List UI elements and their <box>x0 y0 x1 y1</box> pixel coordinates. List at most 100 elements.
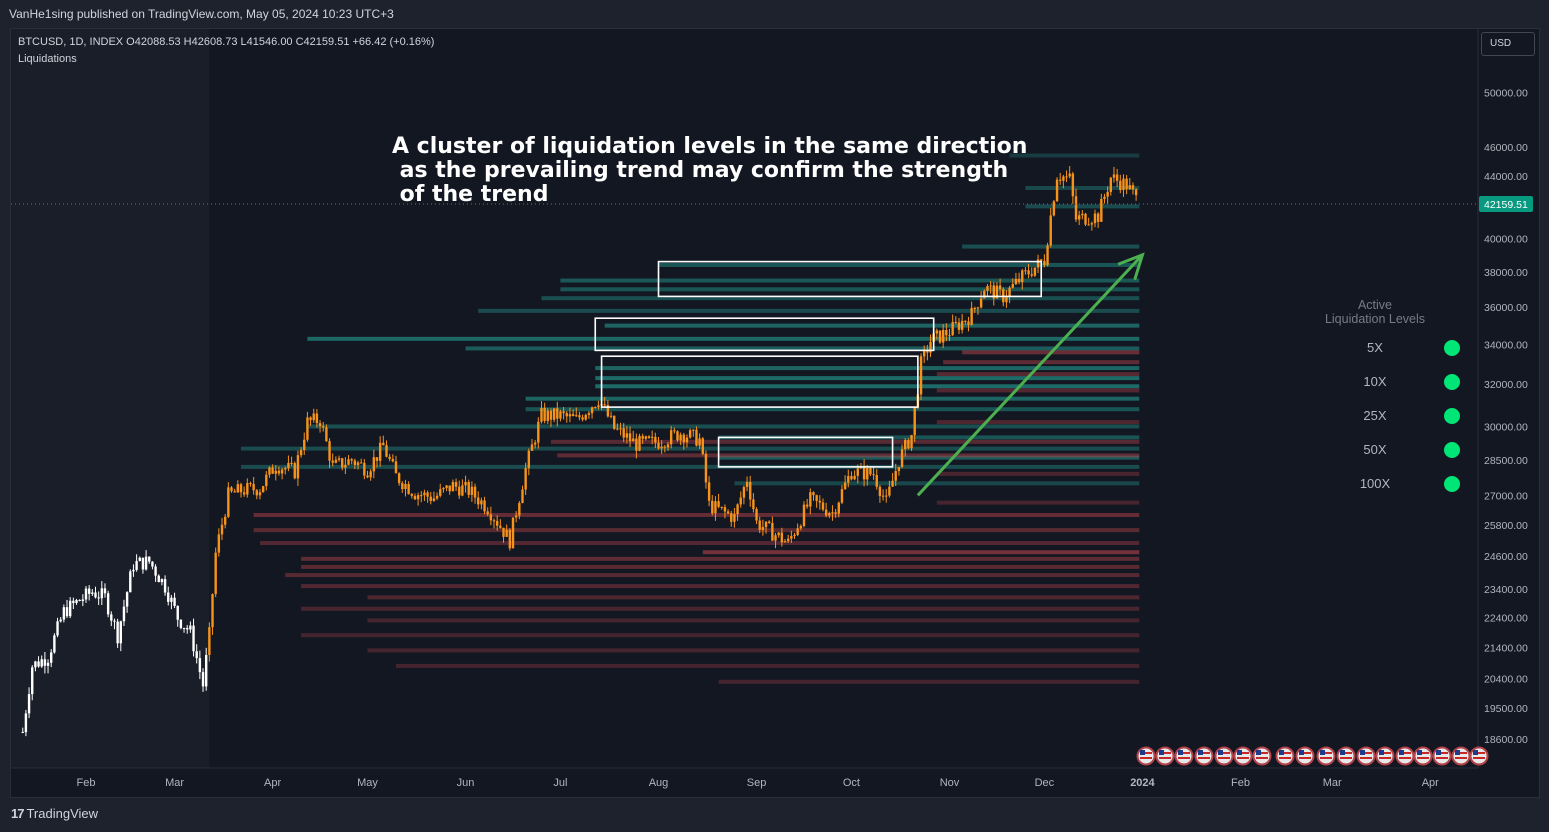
x-tick-label: Apr <box>1422 777 1439 789</box>
candle-body <box>964 320 967 322</box>
candle-body <box>799 525 803 529</box>
y-tick-label: 40000.00 <box>1484 233 1528 245</box>
event-flag-canton <box>1256 750 1261 755</box>
candlestick-chart[interactable]: 50000.00 46000.00 44000.00 40000.00 38000.00… <box>0 0 1549 800</box>
long-liquidation-level <box>604 323 1140 328</box>
event-flag-stripe <box>1299 752 1311 754</box>
symbol-ohlc-legend[interactable]: BTCUSD, 1D, INDEX O42088.53 H42608.73 L4… <box>18 36 435 48</box>
last-price-badge <box>1479 195 1533 212</box>
short-liquidation-level <box>936 388 1140 393</box>
candle-body <box>524 468 527 490</box>
candle-body <box>56 621 59 636</box>
candle-body <box>872 474 875 476</box>
candle-body <box>635 438 638 451</box>
long-liquidation-level <box>240 464 1140 469</box>
candle-body <box>1017 278 1021 283</box>
candle-body <box>518 503 521 516</box>
candle-body <box>195 651 198 659</box>
tradingview-logo-icon: 17 <box>11 806 25 821</box>
candle-body <box>198 658 202 673</box>
brand-name: TradingView <box>26 806 99 821</box>
candle-body <box>78 599 81 601</box>
candle-body <box>258 492 262 496</box>
candle-body <box>148 556 151 562</box>
candle-body <box>135 561 138 570</box>
event-flag-stripe <box>1436 757 1448 759</box>
candle-body <box>594 406 597 408</box>
event-flag-stripe <box>1279 752 1291 754</box>
candle-body <box>739 497 742 505</box>
x-tick-label: May <box>357 777 378 789</box>
candle-body <box>793 534 796 537</box>
candle-body <box>900 449 904 467</box>
candle-body <box>752 499 755 510</box>
candle-body <box>401 483 404 490</box>
candle-body <box>549 410 553 420</box>
candle-body <box>141 557 145 570</box>
event-flag-stripe <box>1360 757 1372 759</box>
candle-body <box>828 513 831 516</box>
candle-body <box>394 461 398 474</box>
candle-body <box>492 520 496 522</box>
chart-pane[interactable] <box>10 28 1540 798</box>
candle-body <box>862 466 866 480</box>
candle-body <box>726 511 730 514</box>
candle-body <box>514 515 518 518</box>
candle-body <box>745 481 749 488</box>
event-flag-canton <box>1218 750 1223 755</box>
y-tick-label: 22400.00 <box>1484 612 1528 624</box>
candle-body <box>87 588 91 594</box>
candle-body <box>167 592 170 602</box>
trend-arrow-head-icon <box>1117 252 1145 281</box>
y-tick-label: 34000.00 <box>1484 340 1528 352</box>
candle-body <box>464 481 467 486</box>
event-flag-stripe <box>1379 752 1391 754</box>
long-liquidation-level <box>595 376 1140 381</box>
candle-body <box>129 571 132 593</box>
candle-body <box>881 495 885 497</box>
event-flag-canton <box>1399 750 1404 755</box>
short-liquidation-level <box>936 500 1140 505</box>
candle-body <box>954 322 958 324</box>
x-tick-label: Mar <box>165 777 184 789</box>
candle-body <box>606 404 610 417</box>
event-flag-canton <box>1279 750 1284 755</box>
candle-body <box>957 322 961 330</box>
short-liquidation-level <box>936 372 1140 377</box>
short-liquidation-level <box>702 550 1140 555</box>
candle-body <box>290 462 293 464</box>
long-liquidation-level <box>478 308 1140 313</box>
candle-body <box>834 512 837 514</box>
candle-body <box>666 444 670 448</box>
candle-body <box>885 495 888 497</box>
candle-body <box>230 487 233 492</box>
candle-body <box>935 330 939 334</box>
candle-body <box>578 415 581 418</box>
candle-body <box>970 307 973 325</box>
tradingview-logo[interactable]: 17 TradingView <box>11 806 98 821</box>
currency-button[interactable]: USD <box>1481 32 1535 56</box>
candle-body <box>173 597 176 606</box>
candle-body <box>122 606 126 622</box>
legend-item-25x: 25X <box>1300 406 1470 426</box>
candle-body <box>1077 215 1081 220</box>
candle-body <box>325 427 328 442</box>
long-liquidation-level <box>595 384 1140 389</box>
short-liquidation-level <box>301 606 1140 611</box>
candle-body <box>986 286 989 291</box>
candle-body <box>347 459 350 465</box>
event-flag-stripe <box>1417 757 1429 759</box>
candle-body <box>62 607 66 620</box>
candle-body <box>1122 178 1125 190</box>
x-tick-label: Feb <box>1231 777 1250 789</box>
candle-body <box>192 625 195 652</box>
long-liquidation-level <box>718 435 1140 440</box>
candle-body <box>850 476 853 480</box>
event-flag-stripe <box>1218 752 1230 754</box>
event-flag-stripe <box>1399 752 1411 754</box>
candle-body <box>432 498 436 501</box>
long-liquidation-level <box>525 396 1140 401</box>
candle-body <box>375 457 379 461</box>
indicator-legend[interactable]: Liquidations <box>18 53 77 65</box>
long-liquidation-level <box>658 263 1140 268</box>
